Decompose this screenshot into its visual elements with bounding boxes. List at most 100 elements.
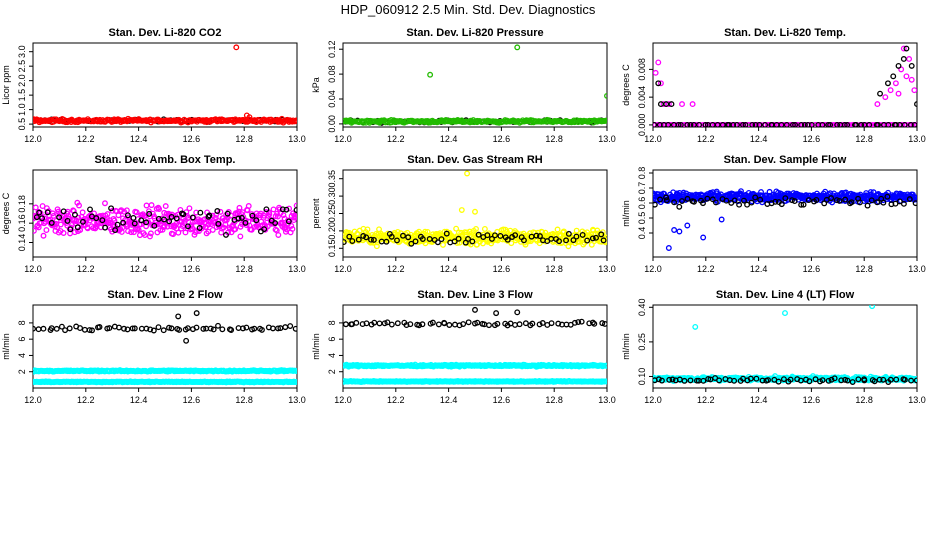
data-point-magenta — [40, 232, 47, 239]
data-point-cyan — [692, 323, 699, 330]
data-point-black — [874, 199, 881, 206]
data-point-black — [679, 198, 685, 205]
data-point-magenta — [900, 45, 907, 52]
data-point-black — [704, 195, 711, 202]
data-point-yellow — [481, 226, 488, 232]
data-point-black — [787, 376, 794, 383]
data-point-black — [287, 323, 294, 329]
data-point-black — [663, 197, 670, 204]
data-point-black — [124, 326, 131, 333]
data-point-black — [782, 195, 789, 202]
data-point-magenta — [148, 202, 155, 209]
data-point-black — [185, 223, 191, 230]
chart-title: Stan. Dev. Gas Stream RH — [407, 154, 543, 166]
data-point-black — [548, 320, 555, 327]
data-point-blue — [671, 227, 678, 233]
data-point-black — [155, 324, 162, 331]
x-tick-label: 12.6 — [803, 264, 821, 274]
points — [653, 188, 917, 251]
data-point-black — [601, 320, 607, 327]
y-tick-label: 0.000 — [637, 114, 647, 137]
data-point-black — [143, 325, 150, 332]
data-point-yellow — [473, 225, 479, 232]
data-point-black — [283, 206, 290, 213]
data-point-black — [384, 319, 391, 326]
data-point-black — [408, 240, 415, 247]
data-point-black — [116, 324, 122, 331]
data-point-magenta — [892, 80, 899, 87]
data-point-black — [353, 319, 360, 326]
data-point-black — [700, 377, 707, 384]
data-point-yellow — [532, 229, 538, 236]
y-tick-label: 4 — [327, 353, 337, 358]
data-point-black — [687, 121, 694, 127]
data-point-black — [855, 376, 862, 383]
data-point-magenta — [33, 204, 39, 211]
y-tick-label: 0.14 — [17, 234, 27, 252]
data-point-black — [504, 236, 511, 243]
data-point-black — [653, 121, 658, 127]
data-point-black — [702, 121, 709, 127]
data-point-black — [131, 220, 138, 227]
data-point-black — [709, 196, 716, 203]
data-point-black — [668, 101, 675, 108]
data-point-black — [108, 205, 115, 212]
x-tick-label: 12.2 — [387, 134, 405, 144]
data-point-black — [240, 325, 246, 332]
y-tick-label: 0.5 — [637, 212, 647, 225]
data-point-black — [53, 325, 60, 332]
data-point-black — [901, 121, 908, 127]
data-point-black — [663, 194, 670, 201]
data-point-black — [570, 237, 577, 244]
y-tick-label: 8 — [17, 320, 27, 325]
data-point-black — [589, 319, 596, 326]
data-point-yellow — [463, 229, 470, 236]
y-axis-label: ml/min — [621, 333, 631, 360]
data-point-black — [469, 238, 476, 245]
data-point-black — [215, 220, 222, 227]
y-axis-label: Licor ppm — [1, 65, 11, 105]
x-tick-label: 12.0 — [644, 395, 662, 405]
data-point-black — [657, 101, 664, 108]
data-point-black — [33, 325, 36, 332]
x-tick-label: 12.4 — [750, 395, 768, 405]
x-tick-label: 12.0 — [24, 395, 42, 405]
data-point-black — [908, 62, 915, 69]
y-tick-label: 3.0 — [17, 45, 27, 58]
data-point-black — [96, 324, 103, 330]
data-point-black — [62, 327, 69, 334]
data-point-black — [86, 327, 93, 333]
data-point-black — [443, 230, 450, 237]
data-point-magenta — [906, 56, 913, 62]
data-point-black — [866, 121, 873, 127]
data-point-black — [893, 121, 899, 127]
x-tick-label: 12.2 — [697, 134, 715, 144]
chart-panel-6: Stan. Dev. Sample Flow ml/min 12.0 12.2 12.4… — [621, 154, 926, 274]
data-point-black — [749, 121, 756, 127]
data-point-black — [416, 322, 423, 329]
x-tick-label: 13.0 — [908, 395, 926, 405]
x-tick-label: 12.2 — [387, 264, 405, 274]
data-point-black — [89, 327, 95, 334]
data-point-yellow — [508, 240, 515, 247]
data-point-black — [747, 375, 754, 382]
data-point-black — [783, 121, 790, 127]
data-point-black — [258, 326, 265, 333]
data-point-black — [789, 121, 796, 127]
data-point-magenta — [111, 217, 118, 224]
y-tick-label: 1.5 — [17, 89, 27, 102]
data-point-cyan-high — [293, 368, 297, 375]
data-point-magenta — [60, 230, 67, 236]
data-point-black — [405, 234, 412, 241]
data-point-cyan-low — [603, 378, 607, 385]
data-point-magenta — [181, 220, 188, 227]
data-point-black — [120, 219, 126, 226]
data-point-black — [599, 320, 606, 327]
data-point-magenta — [275, 232, 282, 238]
data-point-black — [472, 306, 478, 313]
data-point-black — [147, 326, 154, 333]
data-point-black — [808, 121, 815, 127]
data-point-black — [193, 310, 200, 317]
y-tick-label: 2.5 — [17, 60, 27, 73]
data-point-magenta — [232, 226, 239, 233]
